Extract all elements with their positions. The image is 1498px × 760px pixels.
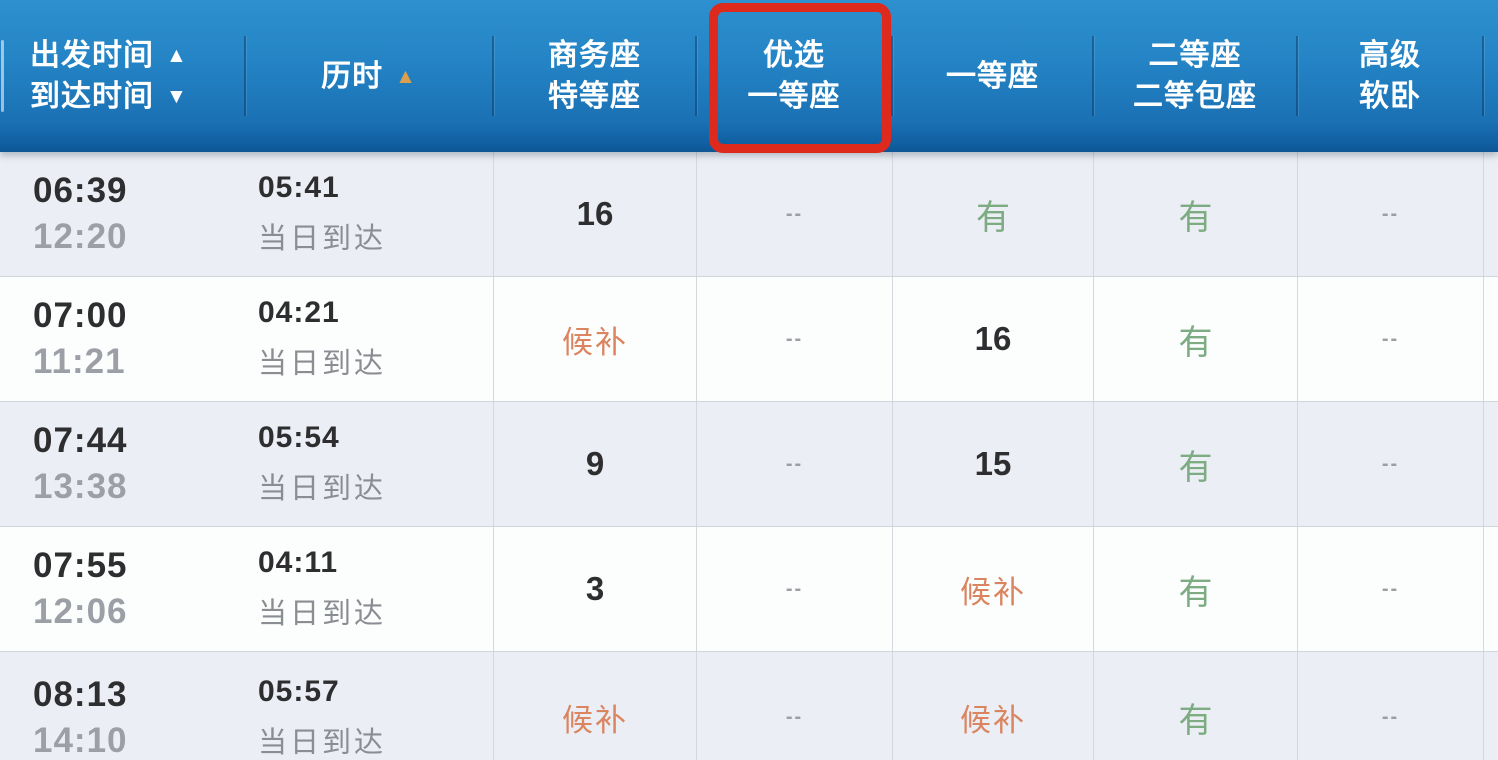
time-cell: 07:55 12:06: [0, 527, 245, 651]
depart-time: 07:55: [33, 546, 128, 585]
seat-business: 9: [493, 402, 696, 526]
column-header-partial-edge: [1482, 0, 1498, 152]
seat-second: 有: [1093, 652, 1297, 760]
premium-first-label-line2: 一等座: [747, 80, 841, 113]
seat-second: 有: [1093, 527, 1297, 651]
seat-premium-first: --: [696, 402, 892, 526]
seat-soft-sleeper: --: [1297, 152, 1483, 276]
time-cell: 07:00 11:21: [0, 277, 245, 401]
duration-sort-ascending-icon[interactable]: ▲: [395, 64, 417, 88]
train-row: 08:13 14:10 05:57 当日到达 候补 -- 候补 有 --: [0, 652, 1498, 760]
depart-time: 07:00: [33, 296, 128, 335]
train-row: 07:00 11:21 04:21 当日到达 候补 -- 16 有 --: [0, 277, 1498, 402]
seat-business: 候补: [493, 277, 696, 401]
time-cell: 08:13 14:10: [0, 652, 245, 760]
arrive-time: 12:20: [33, 217, 128, 256]
seat-first: 16: [892, 277, 1093, 401]
arrive-time: 11:21: [33, 342, 126, 381]
arrival-note: 当日到达: [258, 726, 387, 759]
depart-time: 07:44: [33, 421, 128, 460]
duration-value: 04:11: [258, 546, 339, 579]
seat-partial-edge: [1483, 152, 1498, 276]
seat-business: 3: [493, 527, 696, 651]
arrive-time: 12:06: [33, 592, 128, 631]
seat-partial-edge: [1483, 402, 1498, 526]
column-header-business-seat: 商务座 特等座: [492, 0, 696, 152]
seat-soft-sleeper: --: [1297, 652, 1483, 760]
soft-sleeper-label-line2: 软卧: [1359, 80, 1421, 113]
seat-second: 有: [1093, 277, 1297, 401]
table-body: 06:39 12:20 05:41 当日到达 16 -- 有 有 -- 07:0…: [0, 152, 1498, 760]
seat-first: 15: [892, 402, 1093, 526]
seat-business: 候补: [493, 652, 696, 760]
column-header-times: 出发时间 ▲ 到达时间 ▼: [0, 0, 245, 152]
seat-second: 有: [1093, 152, 1297, 276]
arrival-note: 当日到达: [258, 473, 387, 505]
sort-descending-icon[interactable]: ▼: [166, 85, 188, 108]
seat-first: 候补: [892, 527, 1093, 651]
train-row: 06:39 12:20 05:41 当日到达 16 -- 有 有 --: [0, 152, 1498, 277]
column-header-premium-first-seat: 优选 一等座: [695, 0, 892, 152]
column-header-soft-sleeper: 高级 软卧: [1296, 0, 1483, 152]
duration-cell: 04:11 当日到达: [245, 527, 493, 651]
second-seat-label-line1: 二等座: [1148, 39, 1242, 72]
seat-partial-edge: [1483, 527, 1498, 651]
time-cell: 06:39 12:20: [0, 152, 245, 276]
duration-cell: 05:54 当日到达: [245, 402, 493, 526]
seat-first: 候补: [892, 652, 1093, 760]
second-seat-label-line2: 二等包座: [1133, 80, 1257, 113]
sort-by-duration[interactable]: 历时 ▲: [321, 56, 417, 97]
column-header-duration: 历时 ▲: [244, 0, 493, 152]
duration-cell: 05:41 当日到达: [245, 152, 493, 276]
time-cell: 07:44 13:38: [0, 402, 245, 526]
arrive-time: 14:10: [33, 720, 128, 760]
sort-by-arrival[interactable]: 到达时间 ▼: [30, 76, 188, 117]
seat-second: 有: [1093, 402, 1297, 526]
train-row: 07:55 12:06 04:11 当日到达 3 -- 候补 有 --: [0, 527, 1498, 652]
duration-value: 05:41: [258, 171, 340, 204]
sort-ascending-icon[interactable]: ▲: [166, 44, 188, 67]
seat-premium-first: --: [696, 652, 892, 760]
duration-label: 历时: [321, 59, 384, 93]
duration-cell: 04:21 当日到达: [245, 277, 493, 401]
premium-first-label-line1: 优选: [763, 39, 825, 72]
seat-premium-first: --: [696, 152, 892, 276]
seat-partial-edge: [1483, 277, 1498, 401]
seat-soft-sleeper: --: [1297, 277, 1483, 401]
seat-soft-sleeper: --: [1297, 527, 1483, 651]
seat-business: 16: [493, 152, 696, 276]
arrival-note: 当日到达: [258, 348, 387, 380]
business-seat-label-line2: 特等座: [548, 80, 641, 113]
left-edge-divider: [1, 40, 4, 112]
arrival-time-label: 到达时间: [30, 80, 154, 113]
sort-by-departure[interactable]: 出发时间 ▲: [30, 35, 188, 76]
first-seat-label: 一等座: [946, 59, 1039, 93]
seat-premium-first: --: [696, 277, 892, 401]
seat-first: 有: [892, 152, 1093, 276]
column-header-first-seat: 一等座: [891, 0, 1093, 152]
arrival-note: 当日到达: [258, 223, 387, 255]
departure-time-label: 出发时间: [30, 39, 154, 72]
train-row: 07:44 13:38 05:54 当日到达 9 -- 15 有 --: [0, 402, 1498, 527]
soft-sleeper-label-line1: 高级: [1359, 39, 1421, 72]
duration-cell: 05:57 当日到达: [245, 652, 493, 760]
duration-value: 04:21: [258, 296, 340, 329]
seat-premium-first: --: [696, 527, 892, 651]
table-header: 出发时间 ▲ 到达时间 ▼ 历时 ▲ 商务座 特等座 优选 一等座 一等座: [0, 0, 1498, 153]
duration-value: 05:57: [258, 674, 340, 708]
arrive-time: 13:38: [33, 467, 128, 506]
depart-time: 08:13: [33, 674, 128, 714]
duration-value: 05:54: [258, 421, 340, 454]
arrival-note: 当日到达: [258, 598, 387, 630]
column-header-second-seat: 二等座 二等包座: [1092, 0, 1297, 152]
business-seat-label-line1: 商务座: [548, 39, 641, 72]
depart-time: 06:39: [33, 171, 128, 210]
seat-partial-edge: [1483, 652, 1498, 760]
seat-soft-sleeper: --: [1297, 402, 1483, 526]
